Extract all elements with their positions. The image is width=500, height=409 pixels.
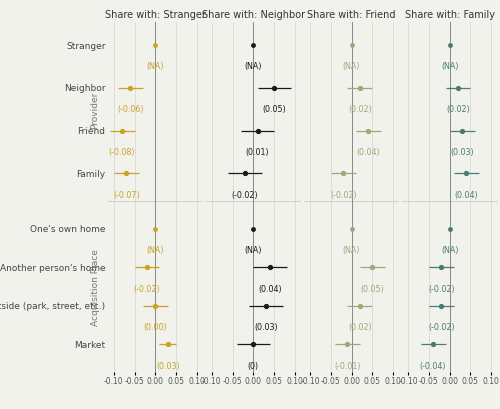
Text: (-0.01): (-0.01) bbox=[334, 361, 360, 370]
Text: (-0.02): (-0.02) bbox=[330, 190, 356, 199]
Text: One's own home: One's own home bbox=[30, 225, 106, 234]
Text: (0.02): (0.02) bbox=[446, 105, 470, 114]
Text: (0.04): (0.04) bbox=[454, 190, 478, 199]
Text: (NA): (NA) bbox=[244, 62, 262, 71]
Text: Another person's home: Another person's home bbox=[0, 263, 106, 272]
Text: (-0.02): (-0.02) bbox=[428, 284, 454, 293]
Text: Stranger: Stranger bbox=[66, 41, 106, 50]
Title: Share with: Stranger: Share with: Stranger bbox=[105, 10, 206, 20]
Text: (0.02): (0.02) bbox=[348, 322, 372, 331]
Text: Neighbor: Neighbor bbox=[64, 84, 106, 93]
Text: Outside (park, street, etc.): Outside (park, street, etc.) bbox=[0, 301, 106, 310]
Text: (0.00): (0.00) bbox=[144, 322, 167, 331]
Text: (0.04): (0.04) bbox=[356, 148, 380, 156]
Text: (-0.02): (-0.02) bbox=[232, 190, 258, 199]
Text: (0.05): (0.05) bbox=[262, 105, 286, 114]
Text: Friend: Friend bbox=[78, 127, 106, 136]
Text: (NA): (NA) bbox=[244, 245, 262, 254]
Text: (NA): (NA) bbox=[441, 62, 458, 71]
Text: (0.05): (0.05) bbox=[360, 284, 384, 293]
Text: (NA): (NA) bbox=[441, 245, 458, 254]
Title: Share with: Neighbor: Share with: Neighbor bbox=[202, 10, 305, 20]
Text: (0.04): (0.04) bbox=[258, 284, 282, 293]
Text: (-0.07): (-0.07) bbox=[113, 190, 140, 199]
Text: (0.03): (0.03) bbox=[254, 322, 278, 331]
Text: (0.03): (0.03) bbox=[450, 148, 474, 156]
Text: (NA): (NA) bbox=[146, 245, 164, 254]
Text: (-0.04): (-0.04) bbox=[420, 361, 446, 370]
Text: Market: Market bbox=[74, 340, 106, 349]
Text: Acquisition Place: Acquisition Place bbox=[90, 249, 100, 325]
Text: (0): (0) bbox=[248, 361, 259, 370]
Text: (0.02): (0.02) bbox=[348, 105, 372, 114]
Text: (-0.08): (-0.08) bbox=[109, 148, 136, 156]
Text: (-0.02): (-0.02) bbox=[134, 284, 160, 293]
Text: (NA): (NA) bbox=[343, 245, 360, 254]
Text: Family: Family bbox=[76, 169, 106, 178]
Text: (-0.06): (-0.06) bbox=[117, 105, 143, 114]
Text: (0.01): (0.01) bbox=[246, 148, 270, 156]
Text: (-0.02): (-0.02) bbox=[428, 322, 454, 331]
Text: Provider: Provider bbox=[90, 91, 100, 128]
Text: (0.03): (0.03) bbox=[156, 361, 180, 370]
Title: Share with: Family: Share with: Family bbox=[404, 10, 494, 20]
Text: (NA): (NA) bbox=[343, 62, 360, 71]
Text: (NA): (NA) bbox=[146, 62, 164, 71]
Title: Share with: Friend: Share with: Friend bbox=[308, 10, 396, 20]
